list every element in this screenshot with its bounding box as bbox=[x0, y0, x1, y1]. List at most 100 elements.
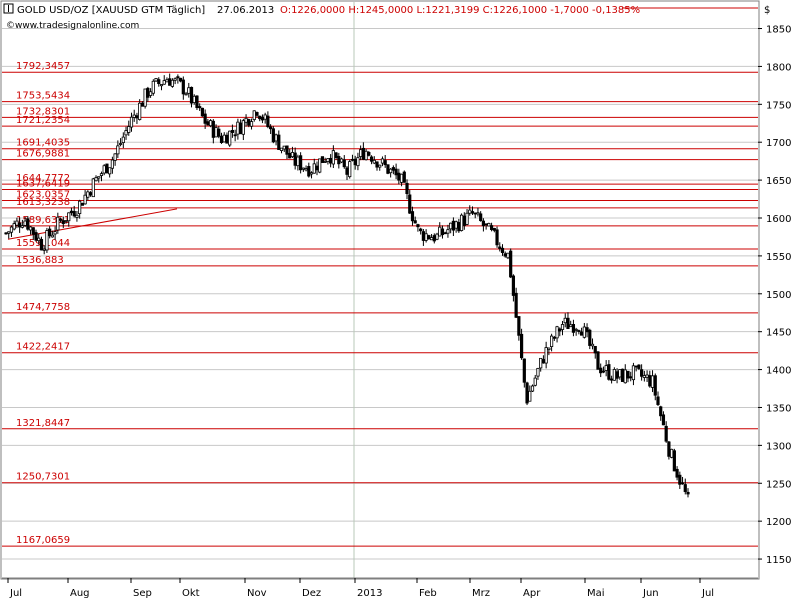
candle-body bbox=[195, 95, 199, 109]
candle-body bbox=[443, 232, 447, 235]
candle-body bbox=[544, 347, 548, 364]
candle-body bbox=[610, 378, 614, 381]
candle-body bbox=[339, 158, 344, 163]
candle-body bbox=[607, 364, 611, 380]
candle-body bbox=[667, 441, 671, 457]
candle-body bbox=[413, 220, 417, 224]
candle-body bbox=[157, 79, 161, 84]
x-axis: Jul Aug Sep Okt Nov Dez 2013 Feb Mrz Apr Mai Jun Jul bbox=[2, 577, 758, 599]
candle-body bbox=[408, 194, 412, 214]
candle-body bbox=[72, 210, 76, 217]
candle-body bbox=[178, 77, 183, 82]
candle-body bbox=[4, 232, 8, 235]
candles-group bbox=[4, 73, 690, 498]
candle-body bbox=[435, 233, 439, 240]
candle-body bbox=[419, 228, 423, 232]
candle-body bbox=[274, 134, 278, 142]
candle-body bbox=[293, 152, 297, 166]
candle-body bbox=[555, 326, 559, 339]
candle-body bbox=[334, 152, 338, 158]
level-label: 1637,6419 bbox=[16, 178, 70, 189]
candle-body bbox=[91, 178, 95, 198]
x-tick-label: Apr bbox=[523, 588, 541, 599]
header-instrument: GOLD USD/OZ [XAUUSD GTM Täglich] bbox=[17, 5, 205, 16]
candle-body bbox=[208, 120, 213, 127]
candle-body bbox=[326, 158, 330, 162]
candle-body bbox=[601, 370, 606, 373]
candle-body bbox=[664, 425, 668, 442]
y-tick-label: 1200 bbox=[766, 517, 791, 528]
x-tick-label: 2013 bbox=[357, 588, 382, 599]
candle-body bbox=[279, 147, 284, 151]
candle-body bbox=[277, 134, 281, 150]
candle-body bbox=[577, 330, 581, 332]
candle-body bbox=[653, 375, 657, 396]
candle-body bbox=[375, 161, 379, 168]
candle-body bbox=[552, 336, 556, 339]
candle-body bbox=[301, 167, 305, 170]
candle-body bbox=[348, 161, 352, 178]
candle-body bbox=[315, 165, 319, 171]
candle-body bbox=[637, 364, 641, 369]
candle-body bbox=[364, 150, 368, 161]
candle-body bbox=[263, 114, 267, 120]
candle-body bbox=[380, 158, 385, 164]
level-label: 1536,883 bbox=[16, 255, 64, 266]
candle-body bbox=[236, 121, 240, 135]
candle-body bbox=[585, 327, 589, 333]
candle-body bbox=[457, 222, 461, 232]
level-label: 1792,3457 bbox=[16, 61, 70, 72]
header-ohlc: O:1226,0000 H:1245,0000 L:1221,3199 C:12… bbox=[280, 5, 640, 16]
candle-body bbox=[405, 182, 409, 194]
level-label: 1732,8301 bbox=[16, 106, 70, 117]
candle-body bbox=[23, 220, 27, 226]
candle-body bbox=[487, 223, 491, 227]
candle-body bbox=[247, 119, 251, 126]
candle-body bbox=[522, 358, 526, 383]
candle-body bbox=[648, 375, 652, 387]
y-tick-label: 1450 bbox=[766, 328, 791, 339]
candle-body bbox=[118, 143, 123, 145]
y-tick-label: 1150 bbox=[766, 555, 791, 566]
candle-body bbox=[451, 220, 455, 231]
candle-body bbox=[170, 79, 175, 87]
level-label: 1753,5434 bbox=[16, 91, 70, 102]
level-label: 1721,2354 bbox=[16, 115, 70, 126]
candle-body bbox=[28, 226, 33, 231]
candle-body bbox=[203, 113, 207, 124]
candle-body bbox=[476, 212, 480, 215]
candle-body bbox=[645, 374, 649, 378]
candle-body bbox=[64, 220, 68, 222]
candle-body bbox=[640, 369, 644, 377]
candle-body bbox=[110, 159, 114, 169]
candle-body bbox=[416, 224, 420, 228]
candle-body bbox=[519, 333, 524, 359]
candle-body bbox=[67, 212, 71, 222]
x-tick-label: Jun bbox=[642, 588, 659, 599]
candle-body bbox=[83, 194, 87, 205]
candle-body bbox=[525, 382, 529, 404]
candle-body bbox=[143, 88, 147, 107]
candle-body bbox=[309, 172, 314, 175]
y-tick-label: 1250 bbox=[766, 479, 791, 490]
candle-body bbox=[329, 157, 333, 164]
header-icon bbox=[3, 3, 14, 14]
candle-body bbox=[574, 328, 578, 331]
candle-body bbox=[599, 367, 603, 374]
candle-body bbox=[129, 116, 134, 128]
candle-body bbox=[683, 484, 687, 492]
candle-body bbox=[296, 156, 300, 167]
candle-body bbox=[154, 78, 158, 82]
candle-body bbox=[252, 110, 256, 120]
candle-body bbox=[361, 147, 365, 160]
candle-body bbox=[629, 376, 633, 379]
candle-body bbox=[558, 328, 562, 332]
level-label: 1250,7301 bbox=[16, 472, 70, 483]
candle-body bbox=[593, 345, 597, 354]
candle-body bbox=[86, 191, 90, 198]
candle-body bbox=[650, 375, 655, 388]
candle-body bbox=[304, 168, 308, 171]
candle-body bbox=[503, 253, 507, 257]
candle-body bbox=[146, 87, 150, 98]
